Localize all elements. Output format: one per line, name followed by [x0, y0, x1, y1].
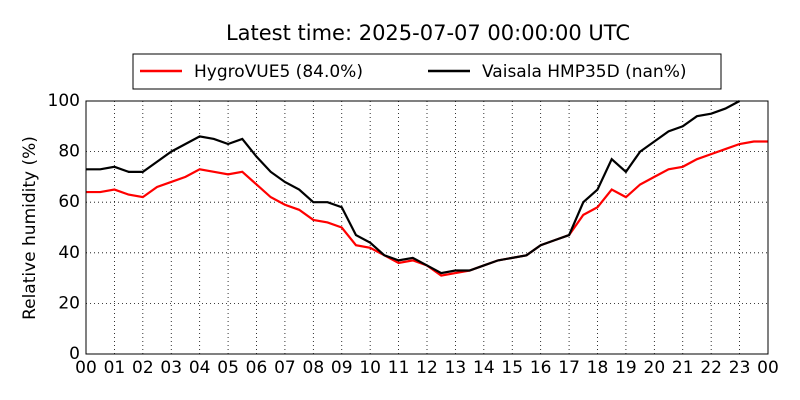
- x-tick-label: 15: [501, 358, 523, 378]
- y-tick-label: 60: [58, 192, 80, 212]
- x-tick-label: 19: [615, 358, 637, 378]
- x-tick-label: 14: [473, 358, 495, 378]
- y-tick-label: 20: [58, 293, 80, 313]
- x-tick-label: 08: [303, 358, 325, 378]
- x-tick-label: 09: [331, 358, 353, 378]
- x-tick-label: 11: [388, 358, 410, 378]
- x-tick-label: 20: [644, 358, 666, 378]
- x-tick-label: 21: [672, 358, 694, 378]
- x-tick-label: 02: [132, 358, 154, 378]
- x-tick-label: 00: [757, 358, 779, 378]
- x-tick-label: 12: [416, 358, 438, 378]
- y-tick-label: 40: [58, 243, 80, 263]
- x-tick-label: 04: [189, 358, 211, 378]
- legend-box: [132, 53, 722, 90]
- x-tick-label: 00: [75, 358, 97, 378]
- y-tick-label: 0: [69, 344, 80, 364]
- x-tick-label: 01: [104, 358, 126, 378]
- chart-title: Latest time: 2025-07-07 00:00:00 UTC: [226, 21, 630, 45]
- y-axis-label: Relative humidity (%): [20, 136, 40, 320]
- x-tick-label: 17: [558, 358, 580, 378]
- y-tick-label: 100: [48, 91, 80, 111]
- x-tick-label: 18: [587, 358, 609, 378]
- legend-label: Vaisala HMP35D (nan%): [482, 62, 686, 82]
- x-tick-label: 10: [359, 358, 381, 378]
- x-tick-label: 07: [274, 358, 296, 378]
- x-tick-label: 06: [246, 358, 268, 378]
- x-tick-label: 13: [445, 358, 467, 378]
- x-tick-label: 23: [729, 358, 751, 378]
- x-tick-label: 05: [217, 358, 239, 378]
- legend-label: HygroVUE5 (84.0%): [194, 62, 363, 82]
- data-line: [86, 100, 741, 275]
- x-tick-label: 03: [160, 358, 182, 378]
- y-tick-label: 80: [58, 142, 80, 162]
- plot-frame: [85, 100, 769, 355]
- x-tick-label: 16: [530, 358, 552, 378]
- x-tick-label: 22: [700, 358, 722, 378]
